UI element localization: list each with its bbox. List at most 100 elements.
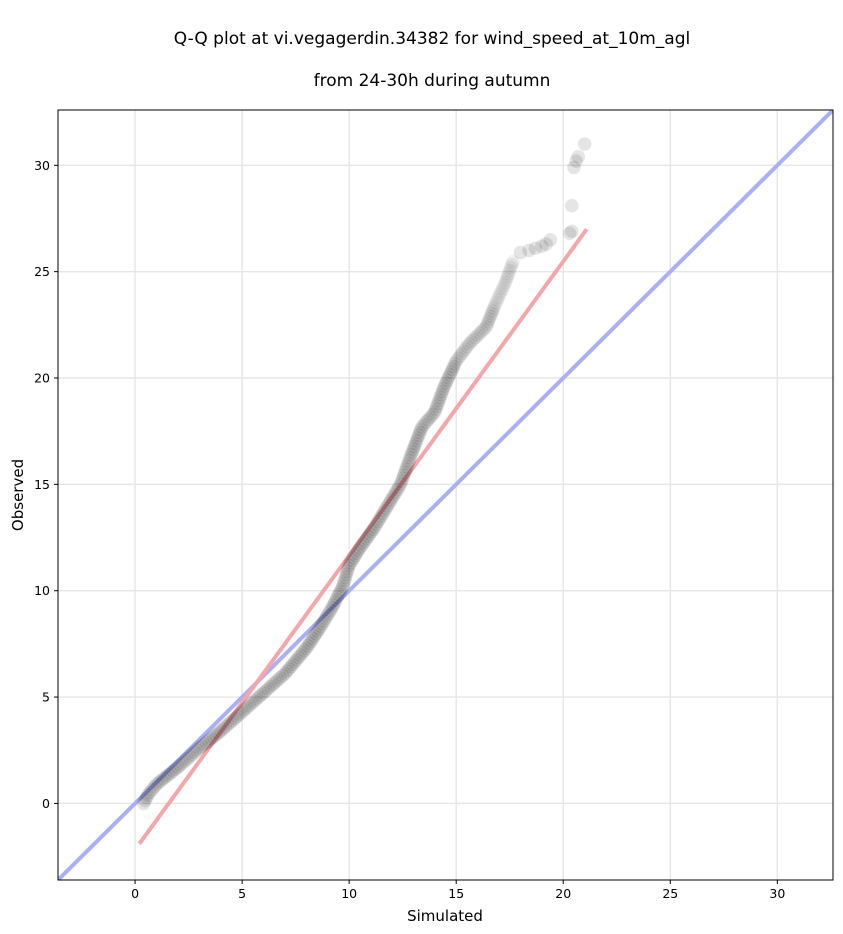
data-point <box>528 241 543 256</box>
data-point <box>379 501 393 516</box>
data-point <box>430 399 444 413</box>
data-point <box>481 314 496 329</box>
data-point <box>287 655 302 669</box>
data-point <box>348 548 363 563</box>
data-point <box>343 555 358 570</box>
data-point <box>353 541 367 555</box>
data-point <box>434 387 449 402</box>
data-point <box>384 493 398 508</box>
chart-title: Q-Q plot at vi.vegagerdin.34382 for wind… <box>0 8 843 92</box>
data-point <box>156 771 171 786</box>
data-point <box>163 766 178 780</box>
y-tick-label: 25 <box>34 264 50 279</box>
data-point <box>483 309 498 324</box>
data-point <box>408 436 423 451</box>
data-point <box>326 598 341 612</box>
data-point <box>445 362 460 377</box>
data-point <box>346 551 361 565</box>
data-point <box>396 468 411 483</box>
data-point <box>244 696 259 711</box>
data-point <box>437 379 452 393</box>
data-point <box>354 539 369 553</box>
data-point <box>421 412 436 427</box>
data-point <box>484 306 499 321</box>
data-point <box>493 287 507 301</box>
data-point <box>192 741 207 755</box>
data-point <box>221 717 235 732</box>
data-point <box>423 410 438 424</box>
data-point <box>209 728 223 742</box>
data-point <box>180 751 195 766</box>
data-point <box>392 480 406 494</box>
data-point <box>435 384 450 399</box>
x-tick-label: 10 <box>341 886 357 901</box>
data-point <box>322 606 336 620</box>
data-point <box>494 284 509 298</box>
data-point <box>149 777 164 792</box>
data-point <box>340 564 355 579</box>
data-points <box>136 137 592 811</box>
data-point <box>242 698 257 713</box>
data-point <box>247 694 261 709</box>
data-point <box>448 356 462 371</box>
data-point <box>407 439 422 454</box>
y-tick-label: 10 <box>34 583 50 598</box>
data-point <box>382 496 397 510</box>
data-point <box>256 686 271 700</box>
data-point <box>436 381 451 396</box>
data-point <box>449 354 464 368</box>
data-point <box>230 709 245 724</box>
data-point <box>440 373 455 388</box>
data-point <box>453 349 467 363</box>
data-point <box>405 445 420 459</box>
data-point <box>414 422 428 437</box>
data-point <box>464 335 478 349</box>
x-tick-label: 0 <box>131 886 139 901</box>
data-point <box>417 417 431 432</box>
data-point <box>470 328 485 343</box>
data-point <box>480 317 495 332</box>
data-point <box>206 729 221 744</box>
data-point <box>356 536 370 551</box>
data-point <box>136 796 151 811</box>
data-point <box>275 669 290 683</box>
data-point <box>479 320 493 334</box>
data-point <box>182 749 197 764</box>
data-point <box>535 239 549 253</box>
data-point <box>398 465 412 480</box>
data-point <box>565 224 579 239</box>
data-point <box>451 351 465 366</box>
data-point <box>543 232 558 247</box>
data-point <box>237 703 252 717</box>
data-point <box>498 275 513 290</box>
data-point <box>571 149 586 164</box>
data-point <box>166 764 180 778</box>
data-point <box>178 754 192 768</box>
data-point <box>187 745 202 760</box>
data-point <box>460 339 475 354</box>
x-tick-label: 15 <box>448 886 464 901</box>
data-point <box>491 290 506 304</box>
data-point <box>358 534 372 548</box>
data-point <box>139 790 154 805</box>
data-point <box>401 456 415 471</box>
data-point <box>329 592 343 607</box>
x-tick-label: 25 <box>662 886 678 901</box>
data-point <box>394 474 409 489</box>
data-point <box>485 304 500 318</box>
data-point <box>302 636 317 651</box>
data-point <box>462 337 476 351</box>
data-point <box>194 739 209 754</box>
data-point <box>413 425 427 440</box>
data-point <box>240 700 254 715</box>
data-point <box>569 154 583 168</box>
data-point <box>335 579 350 594</box>
data-point <box>431 396 445 411</box>
data-point <box>339 567 354 582</box>
x-tick-label: 30 <box>769 886 785 901</box>
data-point <box>145 782 159 797</box>
data-point <box>562 226 577 241</box>
data-point <box>295 645 310 660</box>
y-axis-label: Observed <box>9 459 27 531</box>
data-point <box>501 266 516 281</box>
